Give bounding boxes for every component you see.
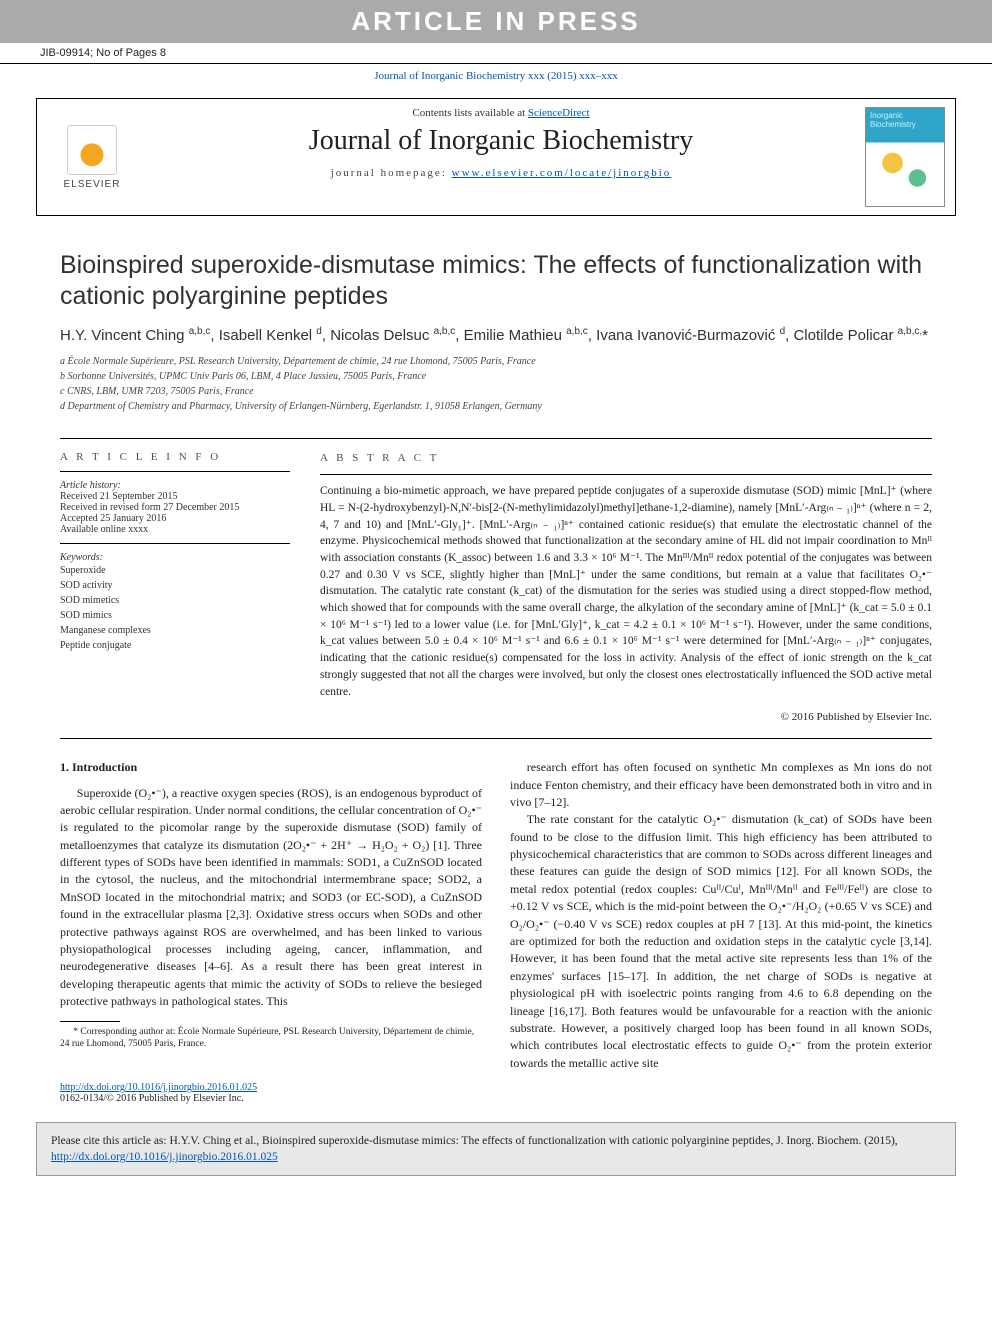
keyword-item: SOD activity (60, 578, 290, 593)
journal-cover-thumb: Inorganic Biochemistry (865, 107, 945, 207)
contents-prefix: Contents lists available at (412, 107, 527, 119)
keyword-item: SOD mimics (60, 608, 290, 623)
page: ARTICLE IN PRESS JIB-09914; No of Pages … (0, 0, 992, 1323)
intro-para-2: The rate constant for the catalytic O₂•⁻… (510, 811, 932, 1072)
history-item: Available online xxxx (60, 524, 290, 535)
elsevier-tree-icon (67, 125, 117, 175)
doi-link[interactable]: http://dx.doi.org/10.1016/j.jinorgbio.20… (60, 1082, 257, 1093)
rule (60, 471, 290, 472)
abstract-head: A B S T R A C T (320, 451, 932, 467)
jib-line: JIB-09914; No of Pages 8 (0, 43, 992, 64)
journal-homepage-link[interactable]: www.elsevier.com/locate/jinorgbio (452, 167, 672, 179)
keyword-item: Manganese complexes (60, 623, 290, 638)
article-title: Bioinspired superoxide-dismutase mimics:… (60, 250, 932, 313)
citation-text: Please cite this article as: H.Y.V. Chin… (51, 1135, 898, 1147)
jib-id: JIB-09914; No of Pages 8 (40, 47, 166, 59)
article-in-press-banner: ARTICLE IN PRESS (0, 0, 992, 43)
history-list: Received 21 September 2015Received in re… (60, 491, 290, 535)
intro-para-1b: research effort has often focused on syn… (510, 759, 932, 811)
citation-doi-link[interactable]: http://dx.doi.org/10.1016/j.jinorgbio.20… (51, 1151, 278, 1163)
journal-title: Journal of Inorganic Biochemistry (153, 125, 849, 157)
journal-issue-link[interactable]: Journal of Inorganic Biochemistry xxx (2… (374, 70, 618, 82)
publisher-name: ELSEVIER (64, 179, 121, 190)
journal-header-mid: Contents lists available at ScienceDirec… (147, 99, 855, 215)
info-abstract-row: A R T I C L E I N F O Article history: R… (0, 439, 992, 727)
contents-line: Contents lists available at ScienceDirec… (153, 107, 849, 119)
affiliations: a École Normale Supérieure, PSL Research… (60, 354, 932, 414)
author-list: H.Y. Vincent Ching a,b,c, Isabell Kenkel… (60, 327, 932, 344)
abstract-copyright: © 2016 Published by Elsevier Inc. (320, 710, 932, 726)
publisher-logo-cell: ELSEVIER (37, 99, 147, 215)
keywords-list: SuperoxideSOD activitySOD mimeticsSOD mi… (60, 563, 290, 653)
abstract-text: Continuing a bio-mimetic approach, we ha… (320, 483, 932, 700)
issn-line: 0162-0134/© 2016 Published by Elsevier I… (60, 1093, 244, 1104)
corresponding-author-footnote: * Corresponding author at: École Normale… (60, 1026, 482, 1051)
affiliation-item: b Sorbonne Universités, UPMC Univ Paris … (60, 369, 932, 384)
history-item: Accepted 25 January 2016 (60, 513, 290, 524)
rule (320, 474, 932, 475)
journal-issue-line: Journal of Inorganic Biochemistry xxx (2… (0, 64, 992, 88)
history-item: Received in revised form 27 December 201… (60, 502, 290, 513)
footnote-separator (60, 1021, 120, 1022)
section-heading-intro: 1. Introduction (60, 759, 482, 776)
affiliation-item: c CNRS, LBM, UMR 7203, 75005 Paris, Fran… (60, 384, 932, 399)
history-item: Received 21 September 2015 (60, 491, 290, 502)
history-label: Article history: (60, 480, 121, 491)
cover-cell: Inorganic Biochemistry (855, 99, 955, 215)
homepage-prefix: journal homepage: (331, 167, 452, 179)
citation-box: Please cite this article as: H.Y.V. Chin… (36, 1122, 956, 1176)
title-block: Bioinspired superoxide-dismutase mimics:… (0, 216, 992, 424)
doi-block: http://dx.doi.org/10.1016/j.jinorgbio.20… (0, 1078, 992, 1114)
article-info-col: A R T I C L E I N F O Article history: R… (60, 451, 290, 727)
keyword-item: Peptide conjugate (60, 638, 290, 653)
keyword-item: SOD mimetics (60, 593, 290, 608)
intro-para-1: Superoxide (O₂•⁻), a reactive oxygen spe… (60, 785, 482, 1011)
elsevier-logo: ELSEVIER (57, 117, 127, 197)
rule (60, 543, 290, 544)
body-columns: 1. Introduction Superoxide (O₂•⁻), a rea… (0, 739, 992, 1078)
sciencedirect-link[interactable]: ScienceDirect (528, 107, 590, 119)
homepage-line: journal homepage: www.elsevier.com/locat… (153, 167, 849, 179)
keyword-item: Superoxide (60, 563, 290, 578)
abstract-col: A B S T R A C T Continuing a bio-mimetic… (320, 451, 932, 727)
journal-header-box: ELSEVIER Contents lists available at Sci… (36, 98, 956, 216)
affiliation-item: d Department of Chemistry and Pharmacy, … (60, 399, 932, 414)
cover-label: Inorganic Biochemistry (870, 112, 940, 130)
affiliation-item: a École Normale Supérieure, PSL Research… (60, 354, 932, 369)
cover-art-icon (874, 148, 936, 198)
keywords-label: Keywords: (60, 552, 103, 563)
article-info-head: A R T I C L E I N F O (60, 451, 290, 463)
